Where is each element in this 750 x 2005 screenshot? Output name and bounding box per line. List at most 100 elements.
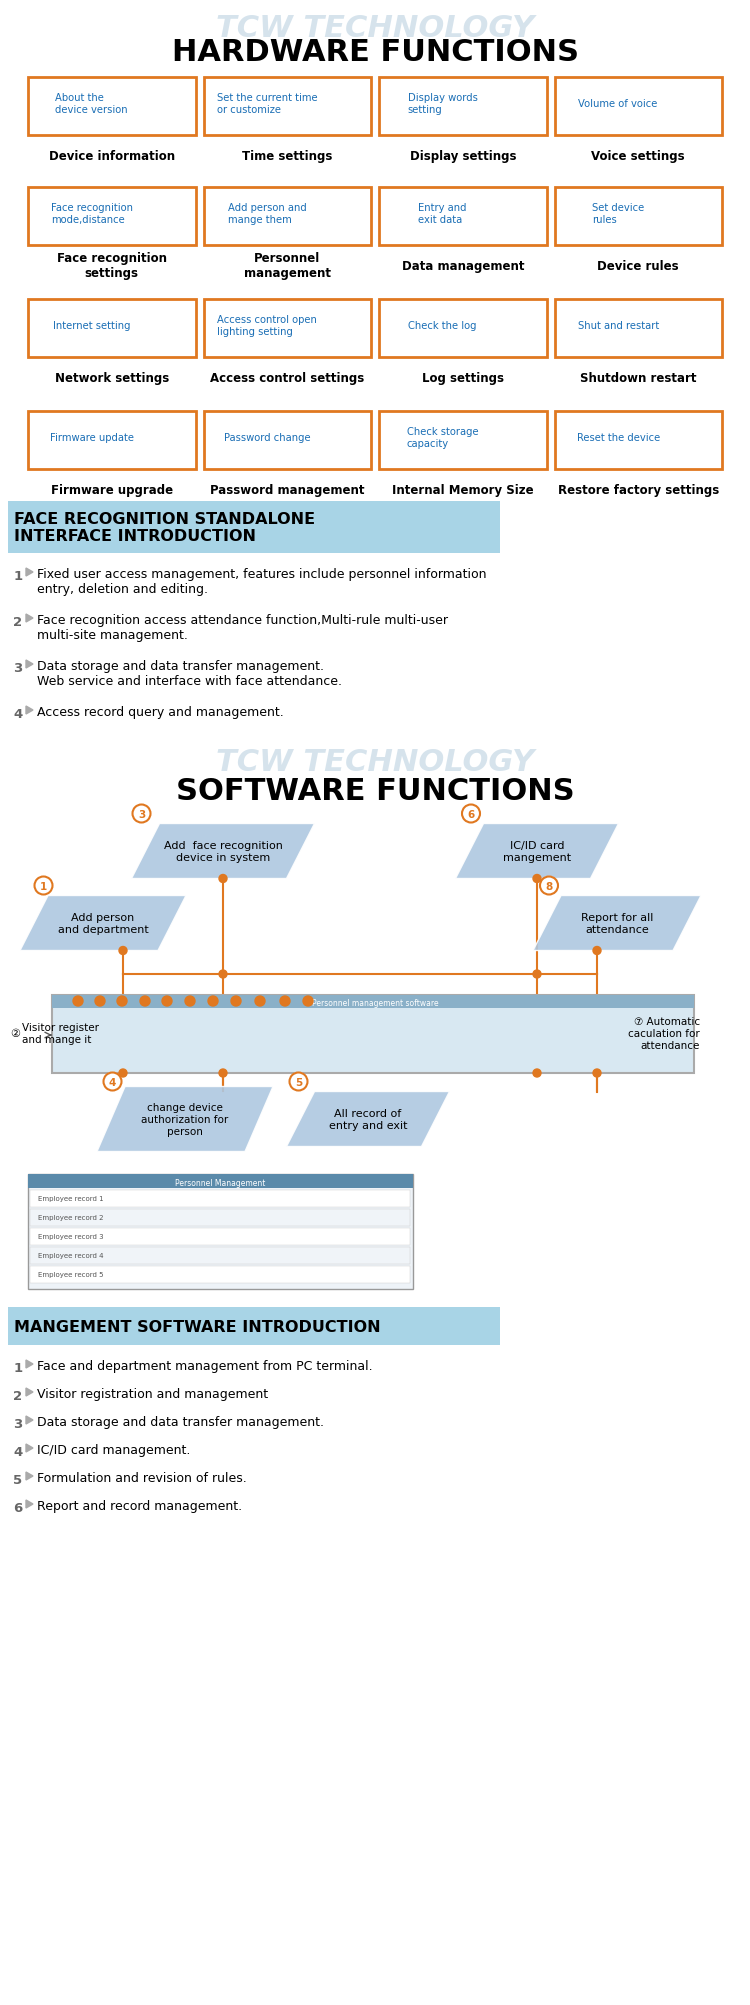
Circle shape [219, 970, 227, 978]
Text: All record of
entry and exit: All record of entry and exit [328, 1109, 407, 1131]
Text: Network settings: Network settings [55, 371, 169, 385]
Circle shape [95, 996, 105, 1007]
Text: Set device
rules: Set device rules [592, 203, 644, 225]
Text: change device
authorization for
person: change device authorization for person [141, 1103, 229, 1137]
Text: Reset the device: Reset the device [577, 433, 660, 443]
Circle shape [462, 806, 480, 824]
Polygon shape [286, 1093, 449, 1147]
Polygon shape [26, 662, 33, 668]
Text: Employee record 2: Employee record 2 [38, 1215, 104, 1221]
FancyBboxPatch shape [28, 1175, 413, 1189]
Polygon shape [131, 824, 314, 878]
Text: 5: 5 [295, 1077, 302, 1087]
Circle shape [593, 1069, 601, 1077]
Circle shape [73, 996, 83, 1007]
Circle shape [219, 874, 227, 882]
Text: ⑦ Automatic
caculation for
attendance: ⑦ Automatic caculation for attendance [628, 1017, 700, 1051]
Text: Restore factory settings: Restore factory settings [557, 483, 718, 497]
Text: Employee record 5: Employee record 5 [38, 1271, 104, 1277]
Text: 2: 2 [13, 616, 22, 630]
Circle shape [162, 996, 172, 1007]
FancyBboxPatch shape [30, 1247, 410, 1265]
Text: Personnel management software: Personnel management software [312, 998, 438, 1007]
Circle shape [303, 996, 313, 1007]
Polygon shape [26, 1387, 33, 1395]
Circle shape [34, 876, 53, 894]
Text: Voice settings: Voice settings [592, 150, 685, 162]
Text: FACE RECOGNITION STANDALONE
INTERFACE INTRODUCTION: FACE RECOGNITION STANDALONE INTERFACE IN… [14, 511, 315, 543]
Text: Face and department management from PC terminal.: Face and department management from PC t… [37, 1359, 373, 1371]
Circle shape [133, 806, 151, 824]
FancyBboxPatch shape [28, 1175, 413, 1289]
FancyBboxPatch shape [52, 996, 694, 1009]
Text: Password change: Password change [224, 433, 310, 443]
Text: 2: 2 [13, 1389, 22, 1401]
Text: Face recognition access attendance function,Multi-rule multi-user
multi-site man: Face recognition access attendance funct… [37, 614, 448, 642]
Circle shape [119, 1069, 127, 1077]
Text: 8: 8 [545, 880, 553, 890]
Text: 6: 6 [13, 1502, 22, 1514]
Circle shape [533, 1069, 541, 1077]
Text: HARDWARE FUNCTIONS: HARDWARE FUNCTIONS [172, 38, 578, 66]
Text: Add person
and department: Add person and department [58, 912, 148, 934]
Polygon shape [26, 706, 33, 714]
Text: Check the log: Check the log [409, 321, 477, 331]
Text: 4: 4 [109, 1077, 116, 1087]
Text: Add person and
mange them: Add person and mange them [228, 203, 307, 225]
Text: Internet setting: Internet setting [53, 321, 130, 331]
Polygon shape [26, 1359, 33, 1367]
Text: Check storage
capacity: Check storage capacity [406, 427, 478, 449]
Circle shape [104, 1073, 122, 1091]
Text: IC/ID card
mangement: IC/ID card mangement [503, 840, 571, 862]
Text: ②: ② [10, 1029, 20, 1039]
Text: Shutdown restart: Shutdown restart [580, 371, 697, 385]
Text: 3: 3 [13, 662, 22, 674]
Text: Face recognition
settings: Face recognition settings [57, 253, 166, 281]
FancyBboxPatch shape [554, 301, 722, 357]
Circle shape [185, 996, 195, 1007]
FancyBboxPatch shape [379, 301, 547, 357]
Text: Display settings: Display settings [410, 150, 516, 162]
Text: 6: 6 [467, 810, 475, 820]
Text: Access control open
lighting setting: Access control open lighting setting [217, 315, 317, 337]
Text: Shut and restart: Shut and restart [578, 321, 658, 331]
FancyBboxPatch shape [203, 78, 371, 136]
Text: Data management: Data management [401, 259, 524, 273]
Text: 1: 1 [40, 880, 47, 890]
FancyBboxPatch shape [30, 1267, 410, 1283]
Text: Set the current time
or customize: Set the current time or customize [217, 94, 317, 114]
Text: SOFTWARE FUNCTIONS: SOFTWARE FUNCTIONS [176, 778, 574, 806]
FancyBboxPatch shape [28, 411, 196, 469]
FancyBboxPatch shape [30, 1209, 410, 1227]
FancyBboxPatch shape [554, 188, 722, 247]
Text: TCW TECHNOLOGY: TCW TECHNOLOGY [216, 748, 534, 776]
Circle shape [280, 996, 290, 1007]
Text: 4: 4 [13, 708, 22, 720]
Polygon shape [455, 824, 619, 878]
Circle shape [208, 996, 218, 1007]
Text: Fixed user access management, features include personnel information
entry, dele: Fixed user access management, features i… [37, 567, 487, 595]
Polygon shape [20, 896, 186, 950]
Polygon shape [26, 1444, 33, 1452]
Circle shape [540, 876, 558, 894]
Text: Access record query and management.: Access record query and management. [37, 706, 284, 718]
Text: Personnel
management: Personnel management [244, 253, 331, 281]
Text: 5: 5 [13, 1474, 22, 1486]
Text: Data storage and data transfer management.
Web service and interface with face a: Data storage and data transfer managemen… [37, 660, 342, 688]
Text: Report and record management.: Report and record management. [37, 1500, 242, 1512]
Text: 3: 3 [13, 1418, 22, 1430]
Text: Personnel Management: Personnel Management [175, 1177, 266, 1187]
Text: Display words
setting: Display words setting [408, 94, 478, 114]
Text: TCW TECHNOLOGY: TCW TECHNOLOGY [216, 14, 534, 42]
Text: Password management: Password management [210, 483, 364, 497]
FancyBboxPatch shape [52, 996, 694, 1073]
Text: Device rules: Device rules [598, 259, 679, 273]
Text: IC/ID card management.: IC/ID card management. [37, 1444, 190, 1456]
Circle shape [533, 874, 541, 882]
Text: 3: 3 [138, 810, 146, 820]
Text: Entry and
exit data: Entry and exit data [419, 203, 467, 225]
FancyBboxPatch shape [28, 188, 196, 247]
Text: Employee record 1: Employee record 1 [38, 1195, 104, 1201]
Polygon shape [26, 1416, 33, 1424]
Text: Face recognition
mode,distance: Face recognition mode,distance [51, 203, 133, 225]
